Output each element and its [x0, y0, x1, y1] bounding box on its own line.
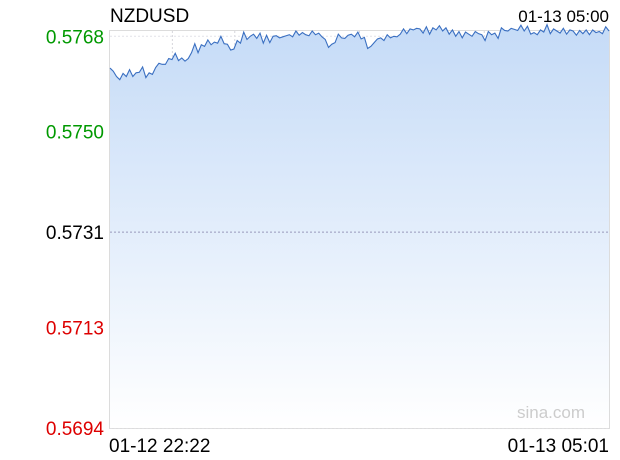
x-end-label: 01-13 05:01 — [508, 436, 609, 457]
y-axis-ticks: 0.5768 0.5750 0.5731 0.5713 0.5694 — [46, 27, 105, 440]
y-tick-label: 0.5750 — [46, 123, 104, 144]
series-area — [110, 24, 609, 429]
series-line — [109, 23, 610, 81]
chart-title: NZDUSD — [110, 6, 189, 27]
x-start-label: 01-12 22:22 — [109, 436, 210, 457]
y-tick-label: 0.5731 — [46, 223, 104, 244]
y-tick-label: 0.5768 — [46, 27, 104, 48]
y-tick-label: 0.5713 — [46, 318, 104, 339]
watermark: sina.com — [517, 403, 585, 422]
timestamp-label: 01-13 05:00 — [518, 7, 609, 26]
y-tick-label: 0.5694 — [46, 419, 105, 440]
